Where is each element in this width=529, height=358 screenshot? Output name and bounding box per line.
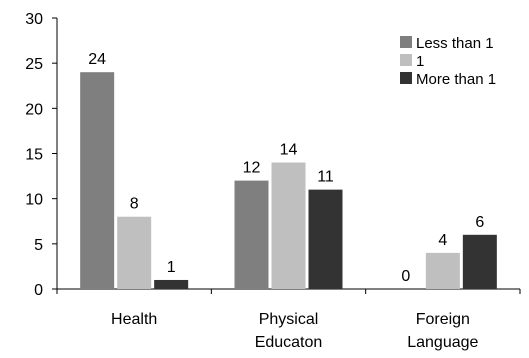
- bar-value-label: 6: [475, 214, 484, 231]
- x-category-label: Health: [111, 311, 157, 328]
- bar: [308, 189, 343, 289]
- bar-value-label: 12: [243, 160, 261, 177]
- y-tick-label: 30: [25, 11, 43, 28]
- legend-label: Less than 1: [416, 35, 494, 52]
- bar-value-label: 14: [280, 142, 298, 159]
- legend-swatch: [400, 54, 412, 66]
- y-tick-label: 20: [25, 101, 43, 118]
- bar: [462, 234, 497, 289]
- bar: [80, 72, 115, 289]
- legend-swatch: [400, 36, 412, 48]
- bar: [234, 180, 269, 289]
- bar-value-label: 8: [130, 196, 139, 213]
- x-category-label: Foreign: [416, 311, 470, 328]
- y-tick-label: 10: [25, 192, 43, 209]
- bar: [425, 252, 460, 289]
- y-tick-label: 25: [25, 56, 43, 73]
- bar: [271, 162, 306, 289]
- bar-value-label: 1: [167, 259, 176, 276]
- bar-value-label: 0: [401, 268, 410, 285]
- x-category-label: Physical: [259, 311, 319, 328]
- x-category-label: Educaton: [255, 334, 323, 351]
- y-tick-label: 5: [34, 237, 43, 254]
- y-tick-label: 15: [25, 147, 43, 164]
- chart-bars: [80, 72, 497, 289]
- chart-data-labels: 24 8 1 12 14 11 0 4 6: [88, 51, 484, 285]
- bar-value-label: 11: [317, 169, 334, 186]
- legend-swatch: [400, 72, 412, 84]
- bar-value-label: 24: [88, 51, 106, 68]
- bar: [154, 279, 189, 289]
- legend-label: More than 1: [416, 71, 496, 88]
- y-tick-label: 0: [34, 282, 43, 299]
- bar: [117, 216, 152, 289]
- x-category-label: Language: [407, 334, 478, 351]
- legend-label: 1: [416, 53, 424, 70]
- bar-value-label: 4: [438, 232, 447, 249]
